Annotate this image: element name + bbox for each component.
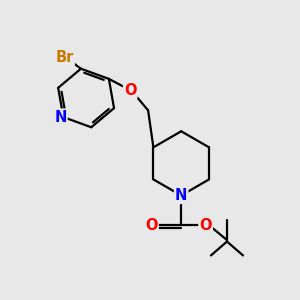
Text: Br: Br (56, 50, 74, 65)
Text: O: O (199, 218, 212, 233)
Text: O: O (124, 83, 136, 98)
Text: O: O (145, 218, 158, 233)
Text: N: N (54, 110, 67, 124)
Text: N: N (175, 188, 188, 203)
